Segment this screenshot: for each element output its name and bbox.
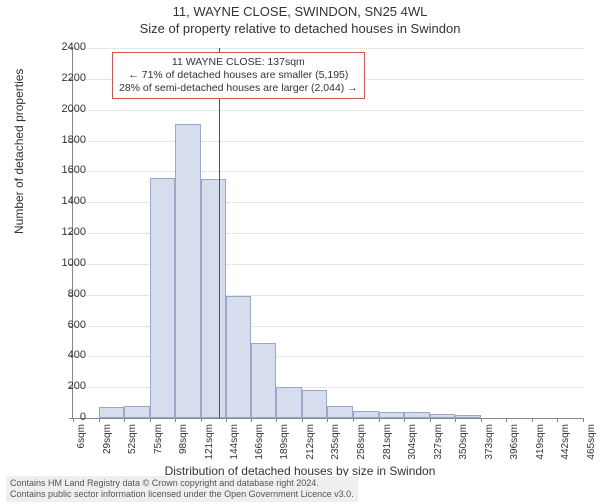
x-tickmark <box>302 418 303 422</box>
chart-area: 11 WAYNE CLOSE: 137sqm ← 71% of detached… <box>72 48 582 418</box>
y-tick-label: 0 <box>36 411 86 423</box>
y-tick-label: 1200 <box>36 226 86 238</box>
x-tick-label: 29sqm <box>102 424 113 484</box>
y-tick-label: 2200 <box>36 72 86 84</box>
y-tick-label: 400 <box>36 349 86 361</box>
x-tick-label: 327sqm <box>433 424 444 484</box>
histogram-bar <box>201 179 227 418</box>
title-address: 11, WAYNE CLOSE, SWINDON, SN25 4WL <box>0 4 600 19</box>
y-tick-label: 1400 <box>36 195 86 207</box>
histogram-bar <box>353 411 379 418</box>
gridline <box>73 171 583 172</box>
y-tick-label: 2400 <box>36 41 86 53</box>
x-tick-label: 189sqm <box>279 424 290 484</box>
x-tickmark <box>124 418 125 422</box>
x-tick-label: 396sqm <box>509 424 520 484</box>
histogram-bar <box>430 414 456 418</box>
x-tickmark <box>353 418 354 422</box>
x-tickmark <box>532 418 533 422</box>
histogram-bar <box>124 406 150 418</box>
histogram-bar <box>99 407 125 418</box>
histogram-bar <box>226 296 250 418</box>
x-tickmark <box>583 418 584 422</box>
title-description: Size of property relative to detached ho… <box>0 21 600 36</box>
x-tick-label: 98sqm <box>178 424 189 484</box>
y-tick-label: 1800 <box>36 134 86 146</box>
x-tickmark <box>175 418 176 422</box>
x-tick-label: 6sqm <box>76 424 87 484</box>
x-tick-label: 281sqm <box>382 424 393 484</box>
annotation-line3: 28% of semi-detached houses are larger (… <box>119 82 358 95</box>
x-tick-label: 350sqm <box>458 424 469 484</box>
annotation-line2: ← 71% of detached houses are smaller (5,… <box>119 69 358 82</box>
x-tickmark <box>201 418 202 422</box>
x-tick-label: 419sqm <box>535 424 546 484</box>
reference-line <box>219 48 220 418</box>
gridline <box>73 48 583 49</box>
x-tickmark <box>379 418 380 422</box>
x-tickmark <box>99 418 100 422</box>
histogram-bar <box>302 390 328 418</box>
y-tick-label: 800 <box>36 288 86 300</box>
x-tickmark <box>251 418 252 422</box>
y-tick-label: 1600 <box>36 164 86 176</box>
histogram-bar <box>251 343 277 418</box>
x-tick-label: 166sqm <box>254 424 265 484</box>
x-tick-label: 465sqm <box>586 424 597 484</box>
plot-region <box>72 48 583 419</box>
x-tickmark <box>557 418 558 422</box>
chart-container: 11, WAYNE CLOSE, SWINDON, SN25 4WL Size … <box>0 4 600 504</box>
y-tick-label: 600 <box>36 319 86 331</box>
histogram-bar <box>379 412 405 418</box>
x-tick-label: 212sqm <box>305 424 316 484</box>
x-tickmark <box>327 418 328 422</box>
x-tick-label: 75sqm <box>153 424 164 484</box>
histogram-bar <box>455 415 481 418</box>
x-tick-label: 52sqm <box>127 424 138 484</box>
footer-line2: Contains public sector information licen… <box>10 489 354 500</box>
x-tickmark <box>150 418 151 422</box>
histogram-bar <box>150 178 176 419</box>
annotation-box: 11 WAYNE CLOSE: 137sqm ← 71% of detached… <box>112 52 365 99</box>
histogram-bar <box>404 412 430 418</box>
y-tick-label: 1000 <box>36 257 86 269</box>
x-tick-label: 442sqm <box>560 424 571 484</box>
gridline <box>73 110 583 111</box>
x-tickmark <box>404 418 405 422</box>
x-tick-label: 258sqm <box>356 424 367 484</box>
y-tick-label: 200 <box>36 380 86 392</box>
x-tickmark <box>276 418 277 422</box>
annotation-line1: 11 WAYNE CLOSE: 137sqm <box>119 56 358 69</box>
x-tick-label: 304sqm <box>407 424 418 484</box>
gridline <box>73 141 583 142</box>
x-tickmark <box>506 418 507 422</box>
x-tickmark <box>455 418 456 422</box>
histogram-bar <box>327 406 353 418</box>
histogram-bar <box>276 387 302 418</box>
x-tick-label: 121sqm <box>204 424 215 484</box>
x-tick-label: 373sqm <box>484 424 495 484</box>
x-tickmark <box>226 418 227 422</box>
histogram-bar <box>175 124 201 418</box>
x-tickmark <box>430 418 431 422</box>
x-tickmark <box>481 418 482 422</box>
y-axis-label: Number of detached properties <box>12 69 26 234</box>
y-tick-label: 2000 <box>36 103 86 115</box>
x-tick-label: 144sqm <box>229 424 240 484</box>
x-tick-label: 235sqm <box>330 424 341 484</box>
